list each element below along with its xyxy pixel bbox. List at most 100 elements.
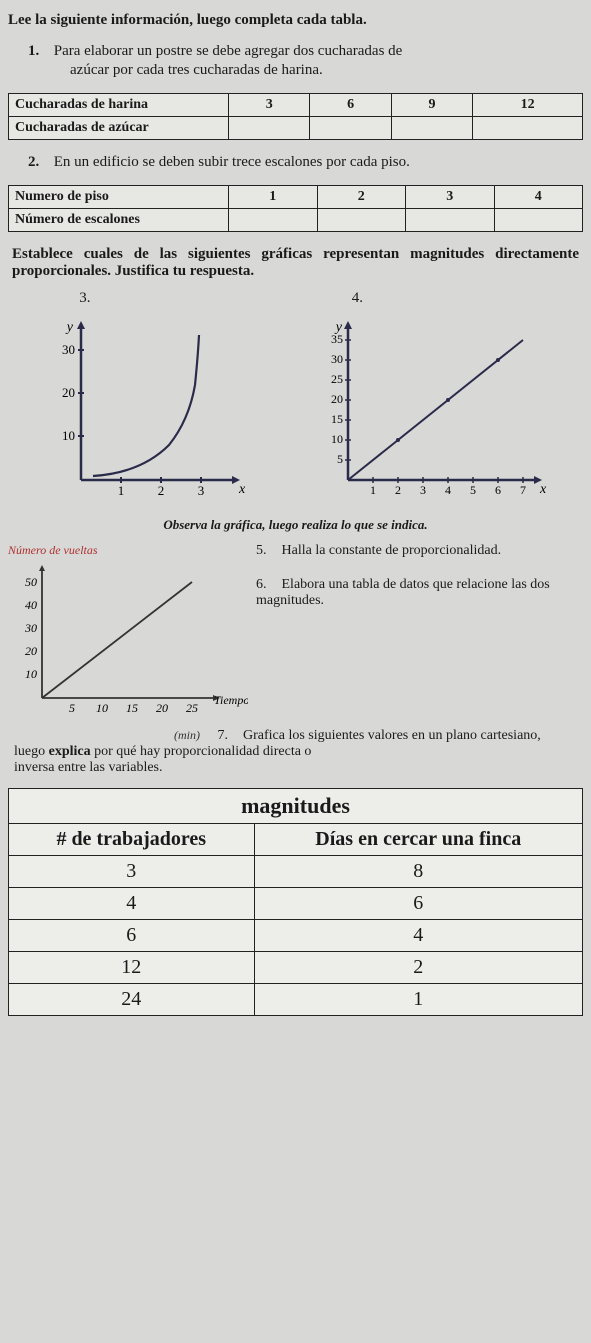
svg-text:15: 15 — [331, 412, 343, 426]
q1-number: 1. — [28, 43, 50, 60]
chart3-yt1: 20 — [62, 385, 75, 400]
q1-text-line2: azúcar por cada tres cucharadas de harin… — [70, 62, 583, 79]
chart4-xlabel: x — [539, 482, 547, 497]
svg-text:5: 5 — [337, 452, 343, 466]
q1-r1c4: 12 — [473, 94, 583, 117]
svg-text:40: 40 — [25, 598, 37, 612]
chart-4-svg: y x 5 10 15 20 25 30 35 1 2 3 4 5 6 — [312, 313, 552, 503]
page-heading: Lee la siguiente información, luego comp… — [8, 12, 583, 29]
q1-r2c3 — [391, 117, 472, 140]
mag-col1: # de trabajadores — [9, 824, 255, 856]
svg-text:20: 20 — [156, 701, 168, 715]
table-row: Cucharadas de harina 3 6 9 12 — [9, 94, 583, 117]
svg-text:10: 10 — [25, 667, 37, 681]
q7-num: 7. — [218, 728, 240, 744]
q1-r2c1 — [229, 117, 310, 140]
table-row: 46 — [9, 888, 583, 920]
vueltas-yticks: 10 20 30 40 50 — [24, 575, 37, 681]
svg-text:2: 2 — [395, 483, 401, 497]
table-row: 38 — [9, 856, 583, 888]
q2-r1c3: 3 — [406, 186, 495, 209]
svg-text:6: 6 — [495, 483, 501, 497]
svg-text:1: 1 — [370, 483, 376, 497]
svg-text:5: 5 — [69, 701, 75, 715]
q2-r2c2 — [317, 209, 406, 232]
chart3-xt2: 3 — [198, 483, 205, 498]
vueltas-section: Número de vueltas 10 20 30 40 50 5 10 15 — [8, 543, 583, 720]
observa-subhead: Observa la gráfica, luego realiza lo que… — [8, 517, 583, 533]
q1-r1c2: 6 — [310, 94, 391, 117]
q7-text: Grafica los siguientes valores en un pla… — [243, 728, 541, 743]
svg-text:10: 10 — [96, 701, 108, 715]
q2-r1c1: 1 — [229, 186, 318, 209]
q2-r1c2: 2 — [317, 186, 406, 209]
question-1: 1. Para elaborar un postre se debe agreg… — [28, 43, 583, 79]
chart-4-box: 4. y x 5 10 15 20 25 30 35 1 — [312, 290, 552, 503]
q1-row2-label: Cucharadas de azúcar — [9, 117, 229, 140]
mag-col2: Días en cercar una finca — [254, 824, 582, 856]
paragraph-graficas: Establece cuales de las siguientes gráfi… — [12, 246, 579, 280]
table-row: 122 — [9, 952, 583, 984]
table-q2: Numero de piso 1 2 3 4 Número de escalon… — [8, 185, 583, 232]
chart3-ylabel: y — [65, 320, 74, 335]
chart-3-box: 3. y x 10 20 30 1 2 3 — [39, 290, 249, 503]
q1-r1c1: 3 — [229, 94, 310, 117]
question-6: 6. Elabora una tabla de datos que relaci… — [256, 577, 583, 609]
chart-3-svg: y x 10 20 30 1 2 3 — [39, 313, 249, 503]
svg-text:10: 10 — [331, 432, 343, 446]
q5-num: 5. — [256, 543, 278, 559]
vueltas-svg: 10 20 30 40 50 5 10 15 20 25 Tiempo — [8, 560, 248, 720]
svg-text:15: 15 — [126, 701, 138, 715]
svg-text:20: 20 — [25, 644, 37, 658]
q2-number: 2. — [28, 154, 50, 171]
question-2: 2. En un edificio se deben subir trece e… — [28, 154, 583, 171]
svg-text:50: 50 — [25, 575, 37, 589]
q1-row1-label: Cucharadas de harina — [9, 94, 229, 117]
svg-text:35: 35 — [331, 332, 343, 346]
table-row: # de trabajadores Días en cercar una fin… — [9, 824, 583, 856]
svg-text:25: 25 — [331, 372, 343, 386]
table-row: Cucharadas de azúcar — [9, 117, 583, 140]
svg-text:30: 30 — [24, 621, 37, 635]
svg-text:20: 20 — [331, 392, 343, 406]
q1-r1c3: 9 — [391, 94, 472, 117]
q2-text: En un edificio se deben subir trece esca… — [54, 154, 410, 170]
svg-text:7: 7 — [520, 483, 526, 497]
chart3-xlabel: x — [238, 482, 246, 497]
svg-text:25: 25 — [186, 701, 198, 715]
question-5: 5. Halla la constante de proporcionalida… — [256, 543, 583, 559]
q2-r2c3 — [406, 209, 495, 232]
vueltas-chart-box: Número de vueltas 10 20 30 40 50 5 10 15 — [8, 543, 248, 720]
table-row: magnitudes — [9, 789, 583, 824]
table-row: 241 — [9, 984, 583, 1016]
q1-text-line1: Para elaborar un postre se debe agregar … — [54, 43, 403, 59]
q5-text: Halla la constante de proporcionalidad. — [282, 543, 502, 558]
vueltas-xlabel: Tiempo — [214, 693, 248, 707]
table-q1: Cucharadas de harina 3 6 9 12 Cucharadas… — [8, 93, 583, 140]
vueltas-questions: 5. Halla la constante de proporcionalida… — [248, 543, 583, 627]
q6-text: Elabora una tabla de datos que relacione… — [256, 577, 550, 608]
charts-row: 3. y x 10 20 30 1 2 3 — [8, 290, 583, 503]
table-row: 64 — [9, 920, 583, 952]
chart-3-label: 3. — [79, 290, 249, 307]
q6-num: 6. — [256, 577, 278, 593]
chart-4-label: 4. — [352, 290, 552, 307]
q7-explica: explica — [49, 744, 91, 759]
q2-r1c4: 4 — [494, 186, 583, 209]
q1-r2c4 — [473, 117, 583, 140]
q1-r2c2 — [310, 117, 391, 140]
svg-text:30: 30 — [331, 352, 343, 366]
vueltas-unit: (min) — [174, 728, 200, 742]
q2-row1-label: Numero de piso — [9, 186, 229, 209]
chart3-yt2: 30 — [62, 342, 75, 357]
chart3-xt1: 2 — [158, 483, 165, 498]
svg-text:3: 3 — [420, 483, 426, 497]
chart3-xt0: 1 — [118, 483, 125, 498]
question-7-block: (min) 7. Grafica los siguientes valores … — [14, 728, 577, 776]
q2-row2-label: Número de escalones — [9, 209, 229, 232]
magnitudes-table: magnitudes # de trabajadores Días en cer… — [8, 788, 583, 1016]
q2-r2c4 — [494, 209, 583, 232]
vueltas-xticks: 5 10 15 20 25 — [69, 701, 198, 715]
svg-text:4: 4 — [445, 483, 451, 497]
vueltas-title: Número de vueltas — [8, 543, 248, 558]
